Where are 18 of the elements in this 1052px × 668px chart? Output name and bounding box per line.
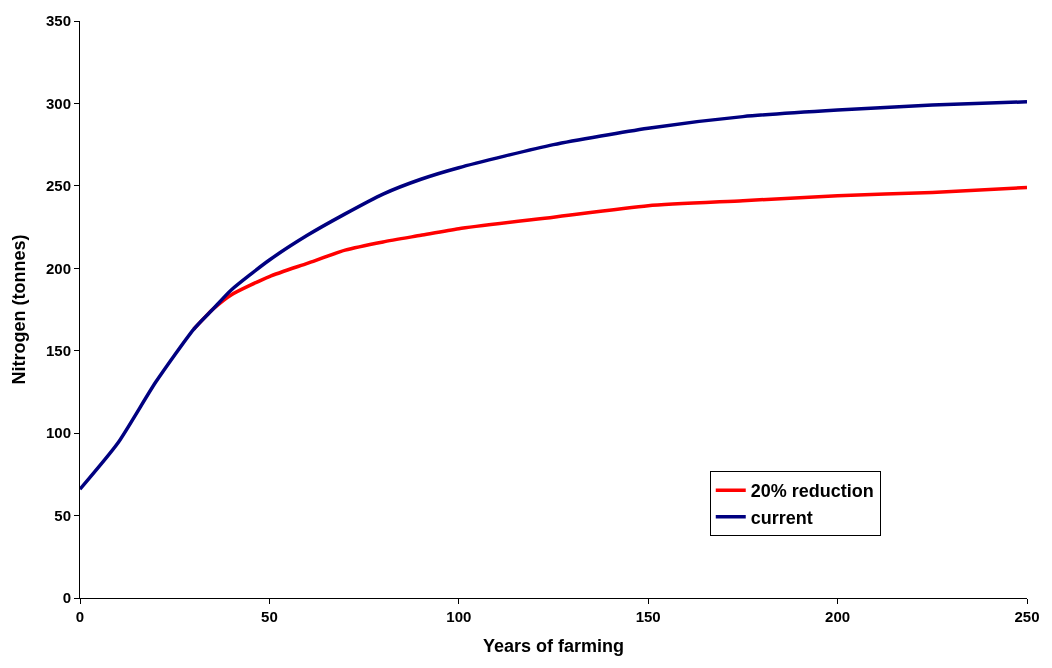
y-tick-label: 250 [45,177,71,195]
y-tick-label: 0 [62,589,71,607]
x-tick-label: 150 [635,608,661,625]
y-tick-label: 50 [54,506,71,524]
y-tick-label: 150 [45,341,71,359]
x-tick-label: 250 [1014,608,1040,625]
x-tick-label: 200 [825,608,851,625]
y-axis-title: Nitrogen (tonnes) [9,234,30,385]
x-tick-label: 100 [446,608,472,625]
x-tick-label: 50 [261,608,278,625]
y-tick-label: 350 [45,12,71,30]
legend-label: 20% reduction [750,481,874,502]
y-tick-label: 100 [45,424,71,442]
x-axis-title: Years of farming [482,636,625,657]
y-tick-label: 300 [45,94,71,112]
x-tick-label: 0 [75,608,85,625]
y-tick-label: 200 [45,259,71,277]
legend-label: current [750,507,813,528]
